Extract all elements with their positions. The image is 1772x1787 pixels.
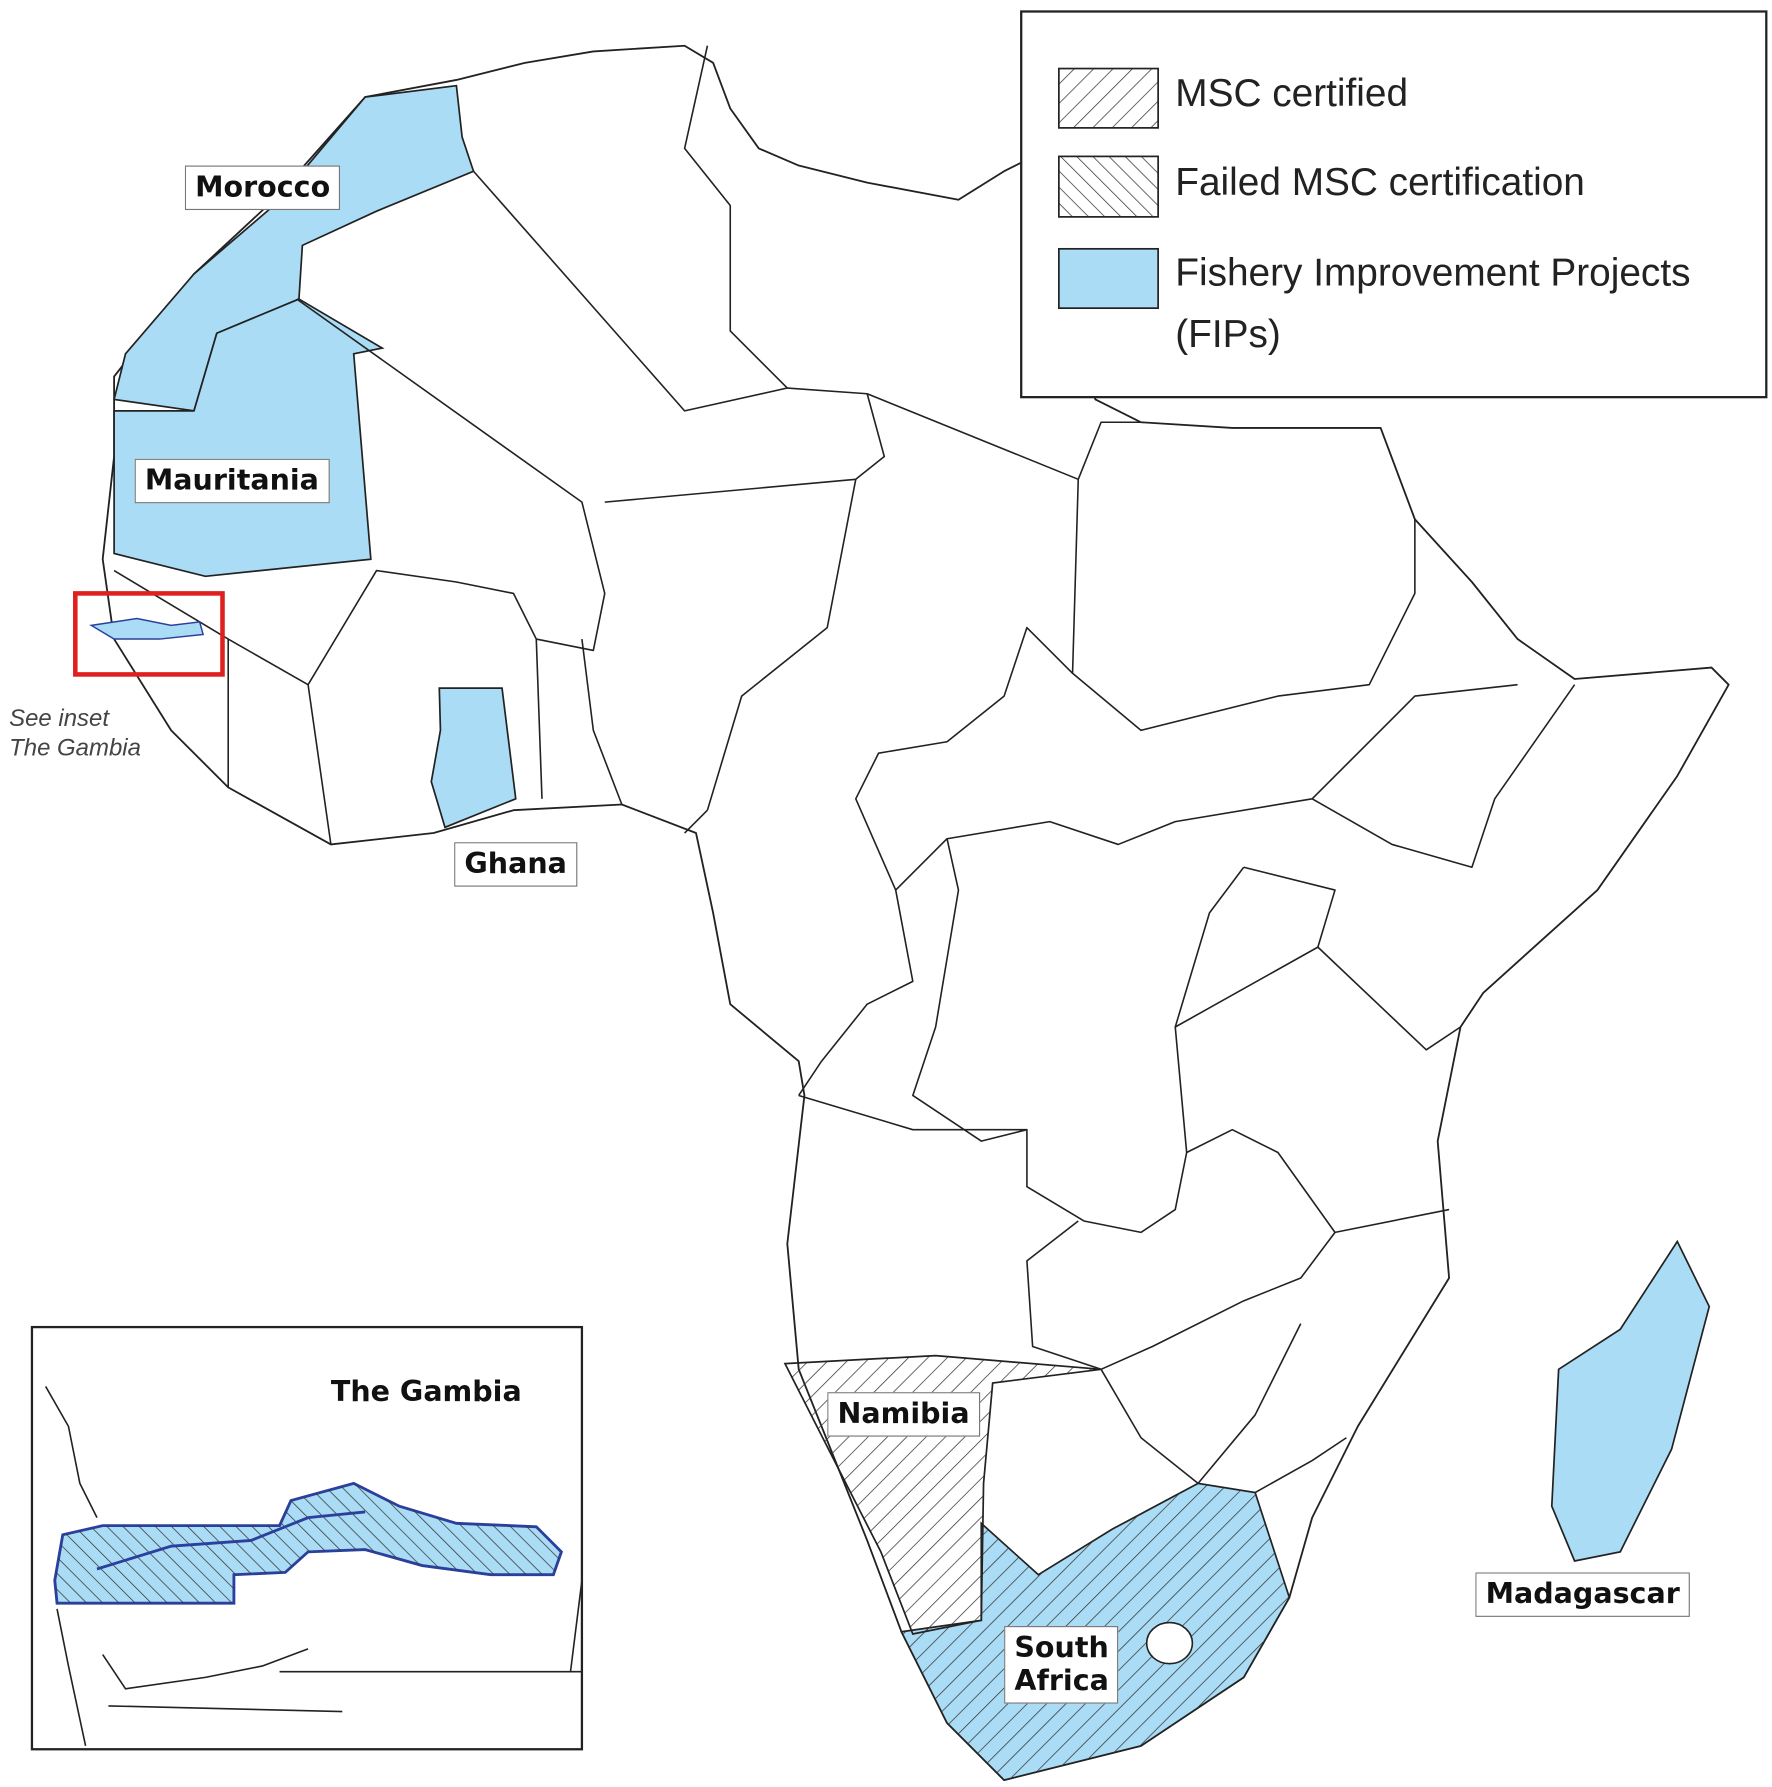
legend-entry: MSC certified xyxy=(1175,71,1409,116)
legend-label: Fishery Improvement Projects (FIPs) xyxy=(1175,251,1691,357)
label-box: Morocco xyxy=(184,165,341,210)
borders xyxy=(113,45,1576,1494)
continent xyxy=(101,44,1730,1781)
ghana xyxy=(430,687,517,829)
mauritania xyxy=(113,298,385,578)
label-box: Namibia xyxy=(827,1392,980,1437)
country-label: Ghana xyxy=(454,842,578,887)
inset-borders xyxy=(44,1386,583,1747)
legend-label: Failed MSC certification xyxy=(1175,160,1585,205)
inset-note: The Gambia xyxy=(9,734,141,761)
legend-entry: Fishery Improvement Projects (FIPs) xyxy=(1175,251,1691,357)
legend-label: MSC certified xyxy=(1175,71,1409,116)
gambia-hatch xyxy=(54,1483,562,1604)
country-label: South Africa xyxy=(1004,1626,1119,1704)
inset-title: The Gambia xyxy=(331,1375,522,1408)
gambia-mini xyxy=(89,617,205,640)
gambia-river xyxy=(96,1510,366,1571)
label-box: Mauritania xyxy=(134,458,330,503)
legend-swatch xyxy=(1058,247,1159,310)
country-label: Namibia xyxy=(827,1392,980,1437)
country-label: Morocco xyxy=(184,165,341,210)
country-label: Mauritania xyxy=(134,458,330,503)
lesotho xyxy=(1145,1621,1194,1665)
madagascar xyxy=(1550,1239,1711,1562)
legend-entry: Failed MSC certification xyxy=(1175,160,1585,205)
label-box: Madagascar xyxy=(1475,1572,1691,1617)
inset-marker xyxy=(73,591,225,677)
country-label: Madagascar xyxy=(1475,1572,1691,1617)
label-box: South Africa xyxy=(1004,1626,1119,1704)
inset-note: See inset xyxy=(9,705,110,732)
legend-swatch xyxy=(1058,67,1159,129)
legend-swatch xyxy=(1058,155,1159,218)
label-box: Ghana xyxy=(454,842,578,887)
